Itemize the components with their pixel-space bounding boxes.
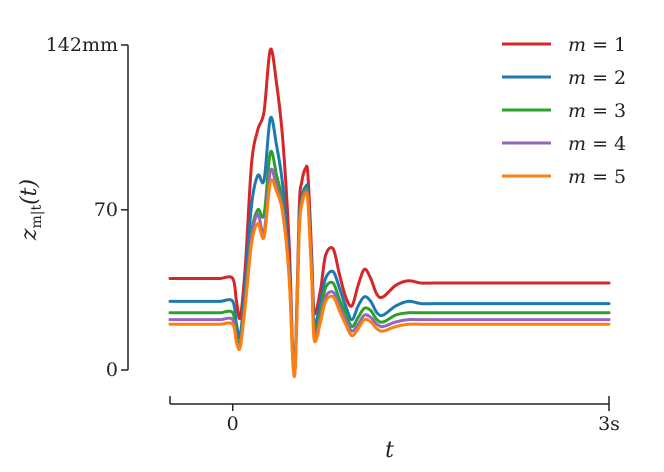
y-axis-label-base: z (17, 228, 42, 241)
legend-label: m = 5 (568, 166, 626, 188)
y-axis-label: zm|t(t) (17, 179, 45, 241)
series-line-m5 (168, 178, 611, 379)
y-tick-label: 142mm (46, 34, 118, 56)
legend-item: m = 4 (502, 133, 626, 155)
y-ticks: 0 70 142mm (46, 34, 128, 381)
y-axis-label-argument: (t) (17, 179, 42, 205)
legend-item: m = 3 (502, 100, 626, 122)
legend-item: m = 5 (502, 166, 626, 188)
x-axis-label: t (385, 438, 394, 463)
svg-text:zm|t(t): zm|t(t) (17, 179, 45, 241)
legend-label: m = 1 (568, 34, 626, 56)
legend-item: m = 2 (502, 67, 626, 89)
axes: 0 70 142mm 0 3s (46, 34, 620, 435)
legend-label: m = 3 (568, 100, 626, 122)
legend-label: m = 4 (568, 133, 626, 155)
legend: m = 1 m = 2 m = 3 m = 4 m = 5 (502, 34, 626, 188)
x-tick-label: 3s (598, 413, 620, 435)
x-ticks: 0 3s (169, 396, 620, 435)
legend-item: m = 1 (502, 34, 626, 56)
y-axis-label-subscript: m|t (29, 205, 45, 229)
series-lines (168, 47, 611, 379)
x-tick-label: 0 (227, 413, 239, 435)
y-tick-label: 70 (94, 199, 118, 221)
legend-label: m = 2 (568, 67, 626, 89)
y-tick-label: 0 (106, 359, 118, 381)
